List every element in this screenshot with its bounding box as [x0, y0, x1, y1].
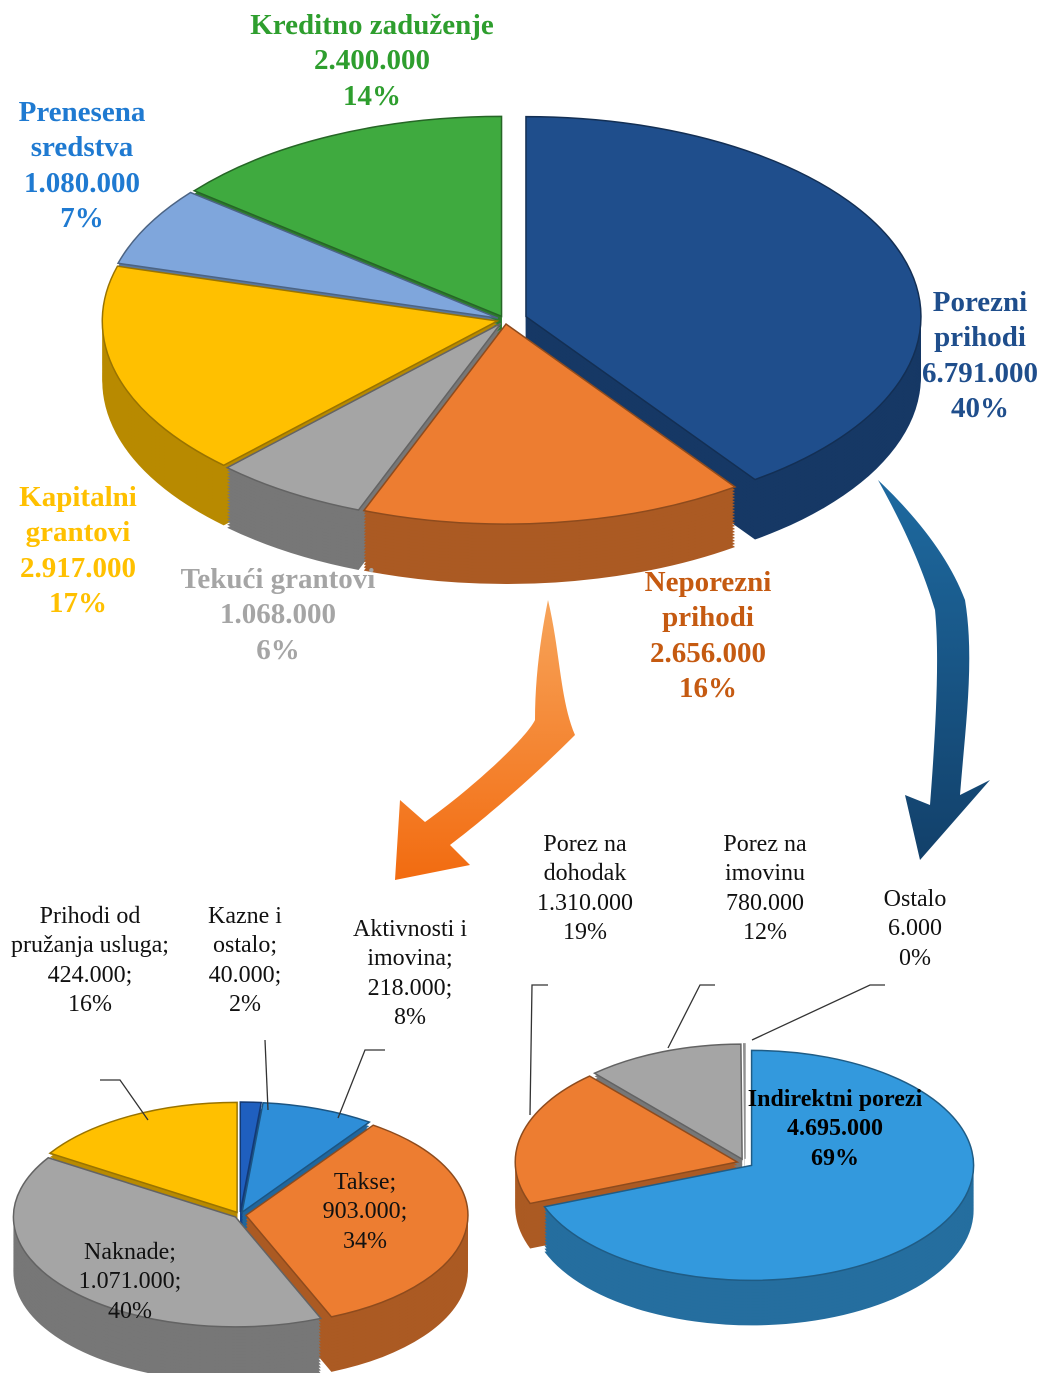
slice — [362, 322, 737, 525]
label-value: 2.400.000 — [314, 44, 430, 77]
slice — [742, 1043, 746, 1159]
label-percent: 16% — [68, 990, 112, 1017]
label-value: 40.000; — [208, 961, 282, 988]
label-name: Porezni prihodi — [932, 286, 1028, 354]
label-name: Tekući grantovi — [180, 563, 376, 595]
pie — [514, 1043, 975, 1326]
label-name: Prihodi od pružanja usluga; — [11, 903, 169, 959]
slice — [514, 1075, 740, 1205]
label-value: 6.000 — [888, 915, 942, 942]
label-name: Kazne i ostalo; — [208, 903, 282, 959]
label-name: Naknade; — [84, 1239, 176, 1265]
label-value: 6.791.000 — [922, 356, 1038, 389]
slice — [543, 1049, 975, 1282]
label-percent: 12% — [743, 918, 787, 945]
leader-line — [337, 1049, 385, 1119]
leader-line — [100, 1079, 149, 1121]
data-label: Porezni prihodi 6.791.000 40% — [905, 285, 1047, 427]
data-label: Neporezni prihodi 2.656.000 16% — [608, 565, 808, 707]
leader-line — [529, 984, 548, 1116]
label-value: 2.656.000 — [650, 636, 766, 669]
leader-line — [667, 984, 715, 1049]
data-label: Kreditno zaduženje 2.400.000 14% — [207, 8, 537, 114]
label-percent: 16% — [679, 672, 737, 705]
label-name: Prenesena sredstva — [18, 96, 146, 164]
label-value: 780.000 — [726, 889, 804, 916]
data-label: Porez na imovinu 780.000 12% — [690, 830, 840, 947]
slice — [192, 115, 503, 318]
slice — [240, 1101, 371, 1214]
label-value: 1.068.000 — [220, 598, 336, 631]
arrow — [395, 600, 575, 880]
label-value: 903.000; — [322, 1198, 408, 1225]
label-percent: 34% — [343, 1227, 387, 1254]
slice — [12, 1156, 323, 1328]
data-label: Kazne i ostalo; 40.000; 2% — [190, 902, 300, 1019]
label-percent: 7% — [60, 202, 104, 235]
arrow — [878, 480, 990, 860]
data-label: Takse; 903.000; 34% — [295, 1168, 435, 1256]
label-value: 1.071.000; — [78, 1268, 182, 1295]
label-name: Porez na imovinu — [723, 831, 807, 887]
label-value: 4.695.000 — [787, 1115, 883, 1142]
label-percent: 19% — [563, 918, 607, 945]
label-value: 218.000; — [367, 974, 453, 1001]
label-percent: 69% — [811, 1144, 859, 1171]
label-name: Kreditno zaduženje — [250, 9, 494, 41]
label-percent: 40% — [108, 1297, 152, 1324]
data-label: Prenesena sredstva 1.080.000 7% — [0, 95, 167, 237]
label-name: Kapitalni grantovi — [19, 481, 137, 549]
slice — [116, 191, 499, 319]
slice — [592, 1043, 743, 1161]
label-value: 1.310.000 — [537, 889, 633, 916]
label-percent: 6% — [256, 633, 300, 666]
data-label: Kapitalni grantovi 2.917.000 17% — [0, 480, 163, 622]
slice — [225, 322, 502, 511]
slice — [525, 115, 922, 481]
slice — [101, 265, 500, 467]
label-percent: 2% — [229, 990, 261, 1017]
label-name: Neporezni prihodi — [644, 566, 772, 634]
leader-line — [751, 984, 885, 1041]
label-name: Aktivnosti i imovina; — [352, 916, 467, 972]
data-label: Ostalo 6.000 0% — [860, 885, 970, 973]
label-value: 424.000; — [47, 961, 133, 988]
data-label: Naknade; 1.071.000; 40% — [45, 1238, 215, 1326]
label-name: Takse; — [333, 1169, 397, 1195]
label-percent: 17% — [49, 587, 107, 620]
leader-line — [264, 1039, 269, 1111]
label-value: 2.917.000 — [20, 551, 136, 584]
data-label: Indirektni porezi 4.695.000 69% — [735, 1085, 935, 1173]
label-name: Indirektni porezi — [747, 1086, 923, 1112]
pie — [12, 1101, 469, 1373]
data-label: Aktivnosti i imovina; 218.000; 8% — [340, 915, 480, 1032]
label-name: Porez na dohodak — [543, 831, 627, 887]
data-label: Prihodi od pružanja usluga; 424.000; 16% — [10, 902, 170, 1019]
label-percent: 0% — [899, 944, 931, 971]
data-label: Porez na dohodak 1.310.000 19% — [510, 830, 660, 947]
label-name: Ostalo — [883, 886, 947, 912]
label-percent: 8% — [394, 1003, 426, 1030]
data-label: Tekući grantovi 1.068.000 6% — [178, 562, 378, 668]
label-percent: 40% — [951, 392, 1009, 425]
label-value: 1.080.000 — [24, 166, 140, 199]
slice — [244, 1124, 469, 1318]
label-percent: 14% — [343, 79, 401, 112]
slice — [48, 1101, 238, 1214]
pie — [101, 115, 922, 585]
slice — [239, 1101, 263, 1213]
